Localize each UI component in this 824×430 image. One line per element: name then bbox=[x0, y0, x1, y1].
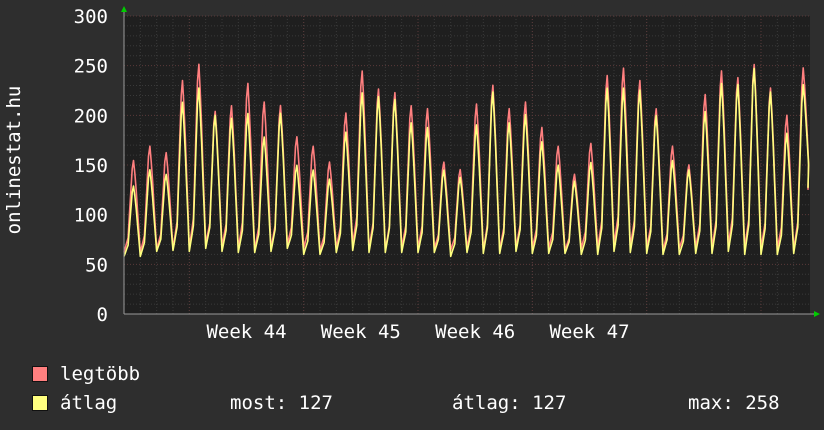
axes bbox=[121, 6, 820, 317]
x-axis: Week 44 Week 45 Week 46 Week 47 bbox=[206, 321, 629, 343]
x-tick-label: Week 47 bbox=[549, 321, 629, 343]
stat-most: most: 127 bbox=[230, 392, 333, 414]
y-tick-label: 300 bbox=[74, 6, 108, 28]
legtobb-swatch bbox=[32, 366, 48, 382]
y-tick-label: 200 bbox=[74, 105, 108, 127]
legend-item-legtobb: legtöbb bbox=[32, 363, 140, 385]
series-line-atlag bbox=[123, 67, 810, 258]
y-axis-arrow-icon bbox=[121, 6, 127, 12]
y-tick-label: 0 bbox=[97, 304, 108, 326]
y-tick-label: 250 bbox=[74, 56, 108, 78]
y-axis: 0 50 100 150 200 250 300 bbox=[74, 6, 108, 326]
x-tick-label: Week 46 bbox=[435, 321, 515, 343]
x-tick-label: Week 45 bbox=[321, 321, 401, 343]
y-tick-label: 150 bbox=[74, 155, 108, 177]
legend-item-atlag: átlag bbox=[32, 392, 117, 414]
legend-label-atlag: átlag bbox=[60, 392, 118, 414]
grid bbox=[124, 15, 810, 314]
x-tick-label: Week 44 bbox=[206, 321, 286, 343]
vertical-axis-title: onlinestat.hu bbox=[3, 85, 25, 235]
atlag-swatch bbox=[32, 395, 48, 411]
legend-label-legtobb: legtöbb bbox=[60, 363, 141, 385]
x-axis-arrow-icon bbox=[814, 311, 820, 317]
series-lines bbox=[123, 63, 810, 258]
y-tick-label: 50 bbox=[85, 254, 108, 276]
stat-atlag: átlag: 127 bbox=[452, 392, 567, 414]
y-tick-label: 100 bbox=[74, 205, 108, 227]
stat-max: max: 258 bbox=[688, 392, 780, 414]
